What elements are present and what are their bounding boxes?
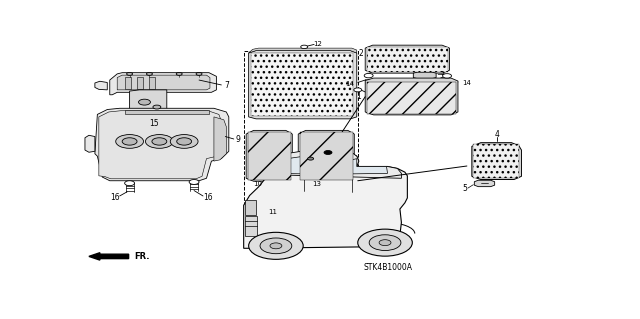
Polygon shape (365, 78, 458, 115)
Bar (125, 110, 209, 115)
Text: 14: 14 (462, 80, 471, 86)
Circle shape (127, 72, 132, 75)
FancyBboxPatch shape (321, 53, 337, 69)
FancyBboxPatch shape (401, 48, 414, 55)
FancyBboxPatch shape (254, 53, 271, 69)
Circle shape (125, 181, 134, 186)
FancyBboxPatch shape (410, 55, 424, 67)
Bar (248, 132, 291, 180)
Bar (245, 200, 256, 215)
Bar (474, 144, 520, 178)
Polygon shape (99, 111, 221, 179)
Text: STK4B1000A: STK4B1000A (363, 263, 412, 272)
Polygon shape (110, 73, 216, 95)
FancyBboxPatch shape (269, 53, 285, 69)
Polygon shape (117, 75, 210, 90)
Polygon shape (129, 90, 167, 115)
Polygon shape (273, 156, 304, 174)
Polygon shape (214, 117, 227, 161)
Polygon shape (472, 143, 522, 180)
Circle shape (138, 99, 150, 105)
Circle shape (147, 72, 152, 75)
Text: 16: 16 (203, 193, 212, 203)
Circle shape (189, 180, 199, 184)
Circle shape (152, 138, 167, 145)
Text: 6: 6 (370, 90, 375, 99)
Text: FR.: FR. (134, 252, 150, 261)
Polygon shape (365, 45, 449, 73)
Bar (367, 82, 456, 114)
Circle shape (443, 74, 451, 78)
Circle shape (176, 72, 182, 75)
Circle shape (324, 151, 332, 154)
Text: 14: 14 (345, 81, 354, 87)
Bar (125, 77, 131, 89)
FancyBboxPatch shape (284, 53, 300, 69)
Polygon shape (474, 180, 495, 187)
Circle shape (145, 135, 173, 148)
FancyBboxPatch shape (369, 55, 383, 67)
Circle shape (122, 138, 137, 145)
Bar (251, 53, 353, 116)
Circle shape (116, 135, 143, 148)
Polygon shape (246, 130, 292, 181)
Circle shape (301, 45, 308, 48)
Text: 16: 16 (110, 193, 120, 203)
Bar (150, 77, 156, 89)
Circle shape (364, 73, 373, 78)
Circle shape (196, 72, 202, 75)
Polygon shape (306, 156, 350, 174)
FancyBboxPatch shape (371, 48, 384, 55)
Text: 7: 7 (224, 81, 228, 90)
Circle shape (358, 229, 412, 256)
Text: 15: 15 (150, 119, 159, 128)
FancyArrow shape (89, 253, 129, 260)
Polygon shape (244, 152, 408, 248)
Circle shape (369, 235, 401, 250)
Text: 5: 5 (462, 184, 467, 193)
Text: 11: 11 (268, 209, 277, 215)
Text: 2: 2 (359, 48, 364, 57)
Bar (137, 77, 143, 89)
Circle shape (170, 135, 198, 148)
Polygon shape (95, 81, 108, 90)
FancyBboxPatch shape (298, 91, 344, 108)
FancyBboxPatch shape (381, 55, 395, 67)
FancyBboxPatch shape (306, 53, 323, 69)
Circle shape (153, 105, 161, 109)
FancyBboxPatch shape (253, 91, 299, 108)
Text: 13: 13 (312, 182, 321, 188)
Circle shape (177, 138, 191, 145)
Circle shape (260, 238, 292, 254)
Text: 10: 10 (253, 182, 262, 188)
Text: 12: 12 (314, 41, 323, 47)
Polygon shape (249, 51, 356, 119)
Polygon shape (298, 130, 355, 181)
Bar (300, 132, 353, 180)
Circle shape (379, 240, 391, 246)
Polygon shape (269, 151, 401, 178)
Polygon shape (249, 48, 356, 53)
Text: 1: 1 (356, 92, 361, 101)
Circle shape (270, 243, 282, 249)
Polygon shape (95, 108, 229, 181)
Text: 3: 3 (440, 70, 444, 80)
FancyBboxPatch shape (386, 48, 399, 55)
Text: 9: 9 (236, 135, 240, 144)
Circle shape (308, 157, 314, 160)
FancyBboxPatch shape (336, 53, 352, 69)
Polygon shape (413, 72, 436, 78)
Text: 4: 4 (494, 130, 499, 139)
Bar (244, 216, 257, 236)
FancyBboxPatch shape (396, 55, 410, 67)
Circle shape (248, 232, 303, 259)
Bar (244, 51, 358, 208)
FancyBboxPatch shape (474, 147, 509, 174)
Circle shape (354, 88, 362, 92)
Bar (367, 47, 448, 72)
Polygon shape (85, 135, 95, 152)
Polygon shape (352, 159, 388, 174)
